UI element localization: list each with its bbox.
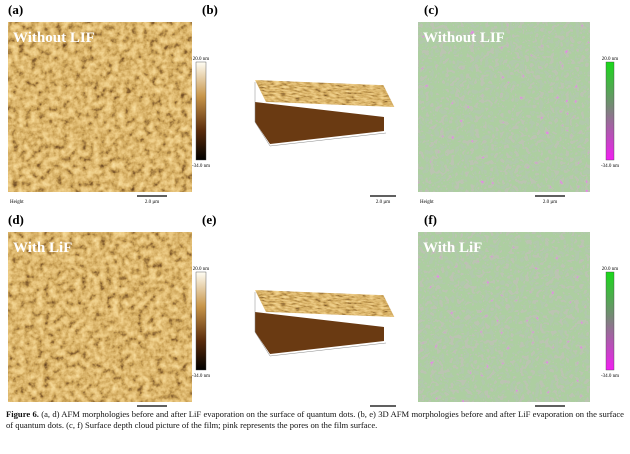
panel-label: (a) bbox=[8, 2, 23, 17]
colorbar bbox=[195, 271, 207, 371]
colorbar-min: -34.0 nm bbox=[192, 164, 210, 169]
colorbar bbox=[195, 61, 207, 161]
caption-text: (a, d) AFM morphologies before and after… bbox=[6, 409, 624, 430]
image-overlay: With LiF bbox=[423, 240, 482, 256]
afm-image bbox=[8, 232, 192, 402]
colorbar bbox=[605, 271, 615, 371]
colorbar-max: 20.0 nm bbox=[602, 57, 619, 62]
surface-texture bbox=[255, 80, 394, 107]
footer-label: Height bbox=[10, 200, 24, 205]
scale-label: 2.0 µm bbox=[376, 200, 390, 205]
panel-label: (c) bbox=[424, 2, 438, 17]
caption-label: Figure 6. bbox=[6, 409, 39, 419]
axis-line bbox=[269, 342, 387, 357]
colorbar-max: 20.0 nm bbox=[193, 267, 210, 272]
surface-texture bbox=[255, 290, 394, 317]
colorbar-max: 20.0 nm bbox=[193, 57, 210, 62]
panel-label: (b) bbox=[202, 2, 218, 17]
surface-3d bbox=[254, 290, 394, 357]
colorbar-max: 20.0 nm bbox=[602, 267, 619, 272]
image-overlay: Without LIF bbox=[13, 30, 95, 46]
axis-line bbox=[254, 331, 271, 357]
scale-label: 2.0 µm bbox=[543, 200, 557, 205]
axis-line bbox=[269, 132, 387, 147]
surface-top bbox=[255, 80, 394, 107]
afm-image bbox=[8, 22, 192, 192]
figure: (a) Without LIF Height 2.0 µm 20.0 nm -34.0 n… bbox=[8, 2, 619, 407]
scale-label: 2.0 µm bbox=[145, 200, 159, 205]
panel-label: (f) bbox=[424, 212, 437, 227]
surface-top bbox=[255, 290, 394, 317]
surface-3d bbox=[254, 80, 394, 147]
afm-image bbox=[418, 232, 590, 402]
colorbar-min: -34.0 nm bbox=[601, 374, 619, 379]
afm-image bbox=[418, 22, 590, 192]
axis-line bbox=[254, 121, 271, 147]
panel-label: (e) bbox=[202, 212, 216, 227]
image-overlay: With LiF bbox=[13, 240, 72, 256]
panel-label: (d) bbox=[8, 212, 24, 227]
surface-side bbox=[255, 312, 384, 354]
caption: Figure 6. (a, d) AFM morphologies before… bbox=[6, 409, 624, 431]
colorbar-min: -34.0 nm bbox=[192, 374, 210, 379]
surface-side bbox=[255, 102, 384, 144]
footer-label: Height bbox=[420, 200, 434, 205]
colorbar-min: -34.0 nm bbox=[601, 164, 619, 169]
colorbar bbox=[605, 61, 615, 161]
image-overlay: Without LIF bbox=[423, 30, 505, 46]
